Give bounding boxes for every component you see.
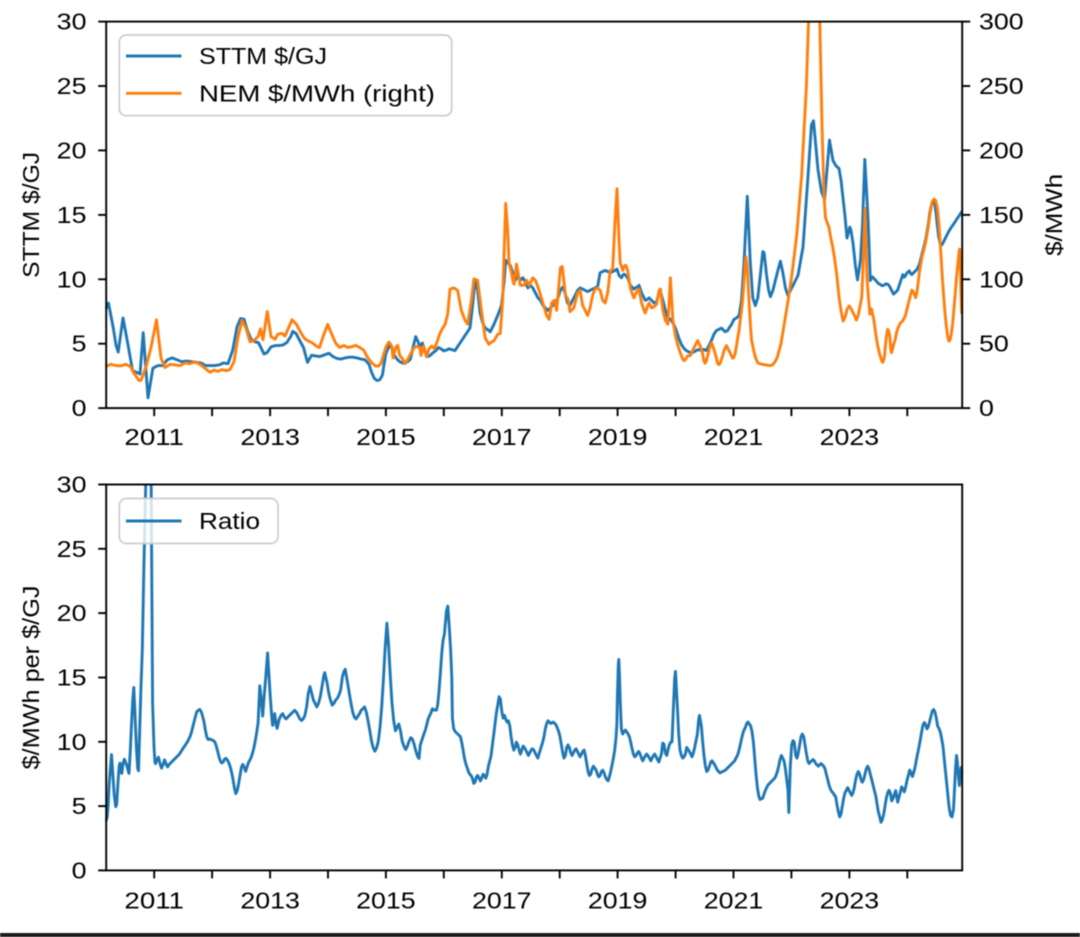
svg-text:5: 5 — [72, 331, 87, 357]
svg-text:NEM $/MWh (right): NEM $/MWh (right) — [199, 80, 435, 106]
svg-text:0: 0 — [72, 395, 87, 421]
svg-text:15: 15 — [57, 202, 87, 228]
svg-text:200: 200 — [979, 137, 1024, 163]
svg-text:2017: 2017 — [472, 888, 532, 914]
svg-text:Ratio: Ratio — [199, 508, 260, 534]
svg-text:2021: 2021 — [704, 888, 764, 914]
svg-text:$/MWh per $/GJ: $/MWh per $/GJ — [18, 586, 44, 770]
svg-text:2011: 2011 — [124, 888, 184, 914]
svg-text:10: 10 — [57, 266, 87, 292]
svg-text:STTM $/GJ: STTM $/GJ — [18, 152, 44, 278]
svg-text:100: 100 — [979, 266, 1024, 292]
svg-text:20: 20 — [57, 137, 87, 163]
svg-text:2015: 2015 — [356, 888, 416, 914]
svg-text:250: 250 — [979, 73, 1024, 99]
svg-text:15: 15 — [57, 665, 87, 691]
svg-text:2015: 2015 — [356, 424, 416, 450]
svg-text:2023: 2023 — [820, 424, 880, 450]
svg-text:25: 25 — [57, 536, 87, 562]
svg-text:STTM $/GJ: STTM $/GJ — [199, 43, 327, 69]
svg-text:2019: 2019 — [588, 888, 648, 914]
svg-text:30: 30 — [57, 9, 87, 35]
svg-text:30: 30 — [57, 472, 87, 498]
svg-text:2017: 2017 — [472, 424, 532, 450]
svg-text:2011: 2011 — [124, 424, 184, 450]
svg-text:2019: 2019 — [588, 424, 648, 450]
svg-text:2013: 2013 — [240, 424, 300, 450]
svg-text:$/MWh: $/MWh — [1041, 174, 1067, 256]
svg-text:0: 0 — [979, 395, 994, 421]
svg-text:0: 0 — [72, 857, 87, 883]
svg-text:5: 5 — [72, 793, 87, 819]
svg-text:150: 150 — [979, 202, 1024, 228]
svg-text:2013: 2013 — [240, 888, 300, 914]
svg-text:2021: 2021 — [704, 424, 764, 450]
svg-text:20: 20 — [57, 600, 87, 626]
svg-text:300: 300 — [979, 9, 1024, 35]
svg-text:2023: 2023 — [820, 888, 880, 914]
svg-text:50: 50 — [979, 331, 1009, 357]
svg-text:10: 10 — [57, 729, 87, 755]
svg-text:25: 25 — [57, 73, 87, 99]
